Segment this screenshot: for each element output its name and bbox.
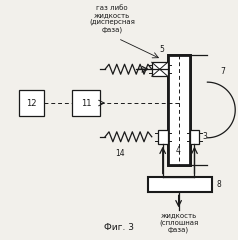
Text: 4: 4 — [175, 146, 180, 155]
Text: 14: 14 — [115, 149, 125, 158]
Text: жидкость
(сплошная
фаза): жидкость (сплошная фаза) — [159, 212, 198, 233]
Bar — [158, 130, 168, 144]
Bar — [19, 90, 44, 116]
Bar — [168, 55, 189, 165]
Bar — [72, 90, 100, 116]
Bar — [168, 55, 189, 165]
Bar — [148, 176, 212, 192]
Text: 12: 12 — [26, 98, 36, 108]
Text: 11: 11 — [81, 98, 91, 108]
Text: 8: 8 — [216, 180, 221, 189]
Text: 7: 7 — [220, 67, 225, 76]
Text: 3: 3 — [203, 132, 207, 141]
Text: 5: 5 — [159, 45, 164, 54]
Text: газ либо
жидкость
(дисперсная
фаза): газ либо жидкость (дисперсная фаза) — [89, 5, 135, 33]
Text: Фиг. 3: Фиг. 3 — [104, 223, 134, 232]
Bar — [152, 62, 168, 76]
Bar — [189, 130, 199, 144]
